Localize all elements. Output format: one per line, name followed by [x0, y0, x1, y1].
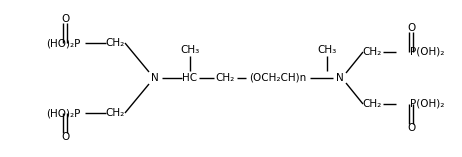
Text: O: O — [61, 14, 69, 24]
Text: CH₂: CH₂ — [105, 38, 125, 48]
Text: CH₂: CH₂ — [362, 99, 382, 109]
Text: CH₂: CH₂ — [362, 47, 382, 57]
Text: N: N — [151, 73, 159, 83]
Text: O: O — [61, 132, 69, 142]
Text: O: O — [407, 23, 415, 33]
Text: P(OH)₂: P(OH)₂ — [410, 99, 444, 109]
Text: CH₃: CH₃ — [317, 45, 337, 55]
Text: N: N — [336, 73, 344, 83]
Text: CH₂: CH₂ — [215, 73, 235, 83]
Text: (HO)₂P: (HO)₂P — [46, 38, 80, 48]
Text: (HO)₂P: (HO)₂P — [46, 108, 80, 118]
Text: HC: HC — [182, 73, 198, 83]
Text: O: O — [407, 123, 415, 133]
Text: (OCH₂CH)n: (OCH₂CH)n — [249, 73, 307, 83]
Text: CH₃: CH₃ — [180, 45, 200, 55]
Text: P(OH)₂: P(OH)₂ — [410, 47, 444, 57]
Text: CH₂: CH₂ — [105, 108, 125, 118]
